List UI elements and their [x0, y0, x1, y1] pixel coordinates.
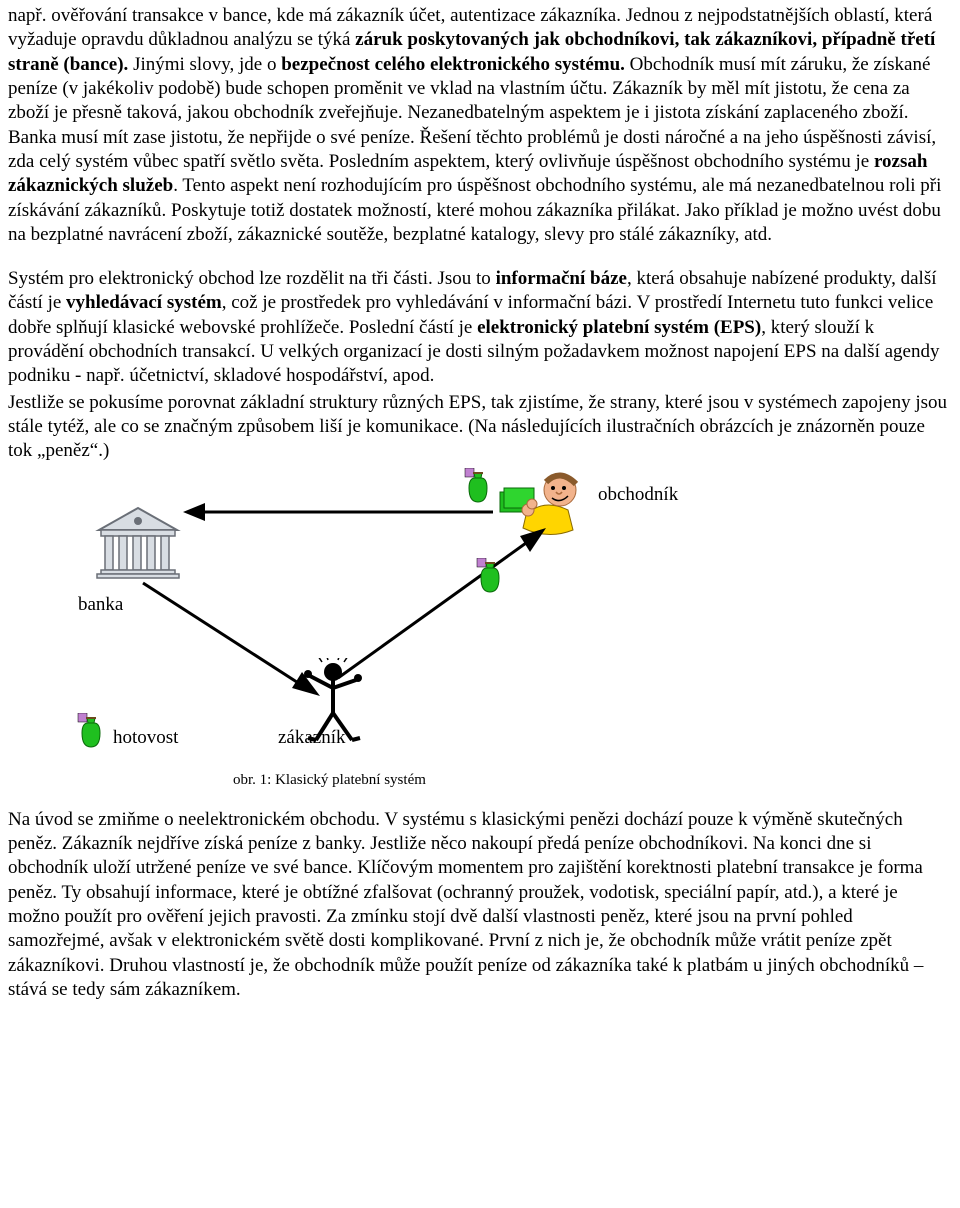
- merchant-label: obchodník: [598, 483, 678, 507]
- p2-text-a: Systém pro elektronický obchod lze rozdě…: [8, 268, 496, 289]
- p2-bold-2: vyhledávací systém: [66, 292, 222, 313]
- diagram-caption: obr. 1: Klasický platební systém: [233, 771, 426, 790]
- p2-bold-1: informační báze: [496, 268, 627, 289]
- payment-diagram: obchodník banka: [8, 468, 728, 808]
- money-bag-icon: [76, 713, 106, 751]
- customer-label: zákazník: [278, 726, 346, 750]
- cash-label: hotovost: [113, 726, 178, 750]
- paragraph-1: např. ověřování transakce v bance, kde m…: [8, 4, 952, 247]
- money-bag-icon: [475, 558, 505, 596]
- paragraph-3: Jestliže se pokusíme porovnat základní s…: [8, 391, 952, 464]
- arrow-bank-to-customer: [138, 578, 323, 698]
- p2-bold-3: elektronický platební systém (EPS): [477, 317, 761, 338]
- bank-label: banka: [78, 593, 123, 617]
- p1-text-c: Jinými slovy, jde o: [128, 54, 281, 75]
- p1-bold-2: bezpečnost celého elektronického systému…: [281, 54, 625, 75]
- paragraph-2: Systém pro elektronický obchod lze rozdě…: [8, 267, 952, 389]
- arrow-merchant-to-bank: [183, 500, 493, 524]
- bank-icon: [93, 506, 183, 581]
- paragraph-4: Na úvod se zmiňme o neelektronickém obch…: [8, 808, 952, 1003]
